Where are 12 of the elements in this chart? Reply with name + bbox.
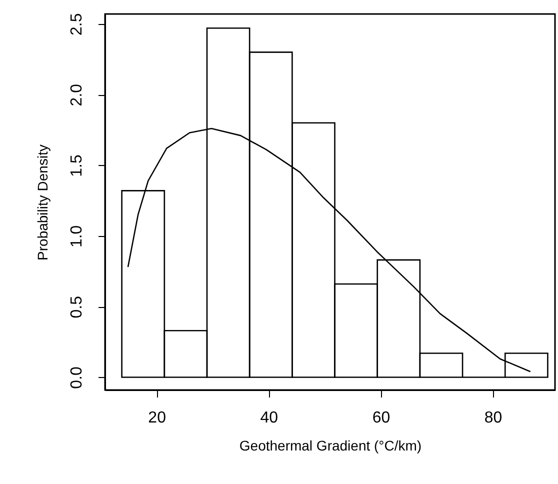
y-axis-title: Probability Density <box>34 144 50 260</box>
y-tick-label: 0.0 <box>68 366 86 389</box>
y-tick-label: 1.0 <box>68 225 86 248</box>
x-tick-label: 40 <box>260 410 278 426</box>
y-tick-label: 1.5 <box>68 154 86 177</box>
x-tick-label: 60 <box>372 410 390 426</box>
y-tick-label: 2.5 <box>68 13 86 36</box>
y-tick-label: 2.0 <box>68 84 86 106</box>
x-tick-label: 20 <box>148 410 166 426</box>
x-axis-title: Geothermal Gradient (°C/km) <box>239 438 422 454</box>
x-tick-label: 80 <box>484 410 502 426</box>
y-tick-label: 0.5 <box>68 296 86 318</box>
